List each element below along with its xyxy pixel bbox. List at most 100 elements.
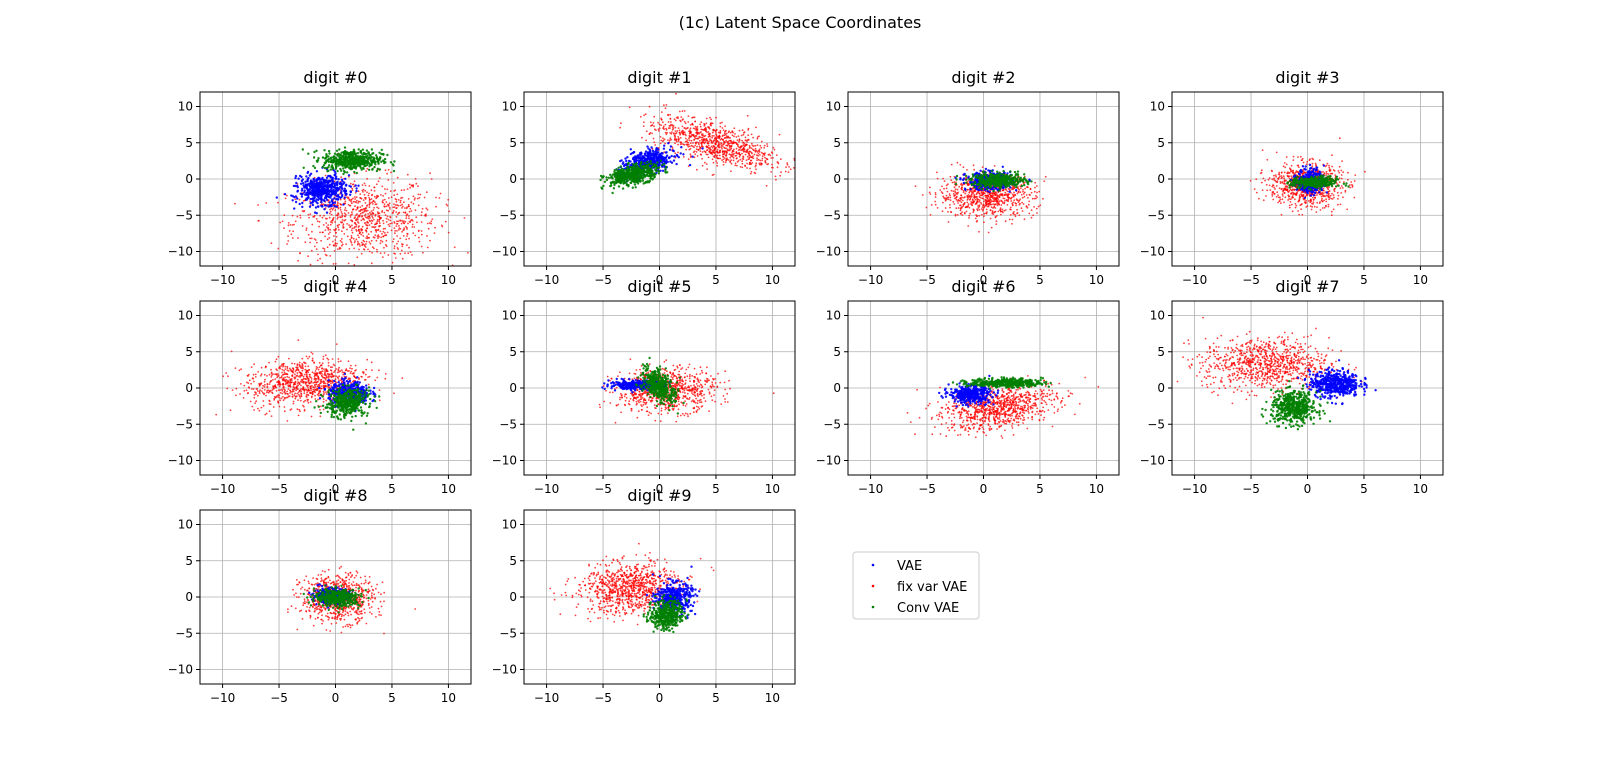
data-point	[719, 122, 722, 125]
data-point	[332, 207, 335, 210]
data-point	[334, 243, 337, 245]
data-point	[998, 200, 1001, 203]
data-point	[623, 179, 626, 182]
data-point	[696, 129, 699, 132]
data-point	[740, 149, 742, 152]
data-point	[333, 184, 337, 187]
data-point	[718, 157, 720, 160]
data-point	[371, 167, 374, 171]
data-point	[1026, 186, 1029, 189]
x-tick-label: 10	[441, 273, 456, 287]
data-point	[359, 197, 361, 199]
data-point	[697, 148, 700, 151]
data-point	[340, 151, 343, 154]
data-point	[664, 168, 667, 171]
data-point	[635, 159, 639, 162]
data-point	[1030, 209, 1033, 212]
data-point	[287, 240, 290, 242]
data-point	[711, 174, 714, 177]
data-point	[339, 216, 342, 219]
data-point	[375, 222, 378, 225]
data-point	[349, 162, 353, 165]
data-point	[1022, 188, 1024, 191]
data-point	[738, 146, 740, 149]
data-point	[1018, 199, 1021, 202]
data-point	[305, 175, 308, 178]
data-point	[962, 166, 965, 169]
data-point	[607, 176, 610, 179]
data-point	[354, 184, 357, 187]
data-point	[344, 192, 347, 195]
data-point	[376, 167, 380, 170]
data-point	[370, 219, 373, 222]
data-point	[985, 204, 987, 207]
data-point	[330, 182, 334, 185]
data-point	[367, 151, 370, 154]
data-point	[376, 250, 378, 253]
data-point	[335, 231, 337, 234]
data-point	[377, 180, 380, 183]
data-point	[338, 155, 341, 158]
data-point	[985, 212, 987, 215]
data-point	[316, 188, 319, 192]
data-point	[398, 225, 400, 227]
data-point	[629, 181, 633, 185]
data-point	[969, 212, 971, 215]
data-point	[973, 190, 976, 193]
data-point	[417, 193, 420, 196]
data-point	[949, 194, 951, 197]
data-point	[982, 204, 985, 207]
data-point	[688, 132, 691, 135]
data-point	[294, 200, 298, 204]
data-point	[337, 213, 340, 215]
data-point	[670, 121, 672, 123]
data-point	[1035, 185, 1038, 187]
data-point	[661, 163, 664, 167]
data-point	[349, 238, 351, 241]
data-point	[351, 189, 354, 192]
data-point	[685, 128, 687, 130]
data-point	[638, 153, 641, 156]
data-point	[946, 190, 949, 193]
data-point	[993, 211, 995, 214]
data-point	[339, 206, 342, 209]
data-point	[689, 127, 692, 130]
data-point	[735, 136, 738, 138]
data-point	[936, 207, 939, 209]
data-point	[613, 170, 616, 173]
data-point	[379, 252, 382, 255]
data-point	[669, 137, 672, 140]
data-point	[399, 227, 402, 230]
data-point	[360, 272, 362, 274]
data-point	[306, 180, 309, 183]
data-point	[965, 177, 968, 179]
data-point	[336, 224, 339, 227]
data-point	[396, 230, 398, 232]
data-point	[406, 226, 408, 229]
data-point	[692, 142, 694, 144]
data-point	[337, 226, 340, 229]
data-point	[715, 134, 718, 137]
data-point	[981, 197, 983, 200]
y-tick-label: 10	[178, 100, 193, 114]
data-point	[344, 189, 347, 192]
data-point	[332, 190, 335, 193]
data-point	[332, 216, 335, 219]
x-tick-label: −5	[270, 273, 288, 287]
data-point	[669, 113, 671, 116]
data-point	[734, 162, 737, 165]
data-point	[343, 159, 347, 162]
data-point	[323, 157, 326, 160]
data-point	[409, 221, 412, 223]
data-point	[345, 183, 348, 186]
data-point	[683, 110, 686, 112]
data-point	[743, 151, 745, 153]
data-point	[364, 196, 366, 199]
data-point	[746, 155, 749, 158]
data-point	[944, 207, 947, 209]
data-point	[372, 203, 374, 205]
data-point	[677, 151, 679, 154]
data-point	[645, 170, 649, 173]
data-point	[408, 210, 411, 213]
data-point	[393, 232, 396, 235]
